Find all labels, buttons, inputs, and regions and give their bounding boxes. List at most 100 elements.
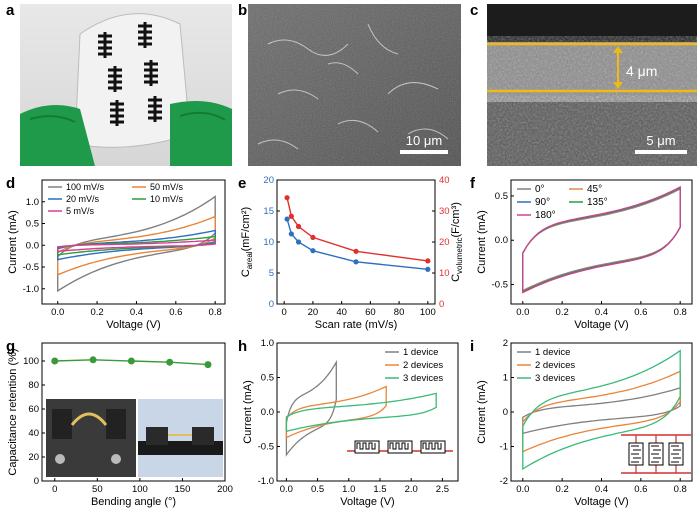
bending-setup-photos (46, 399, 223, 477)
retention-point (204, 361, 212, 369)
x-axis-label: Scan rate (mV/s) (315, 319, 398, 331)
x-tick-label: 0 (52, 484, 57, 495)
legend-label: 180° (535, 210, 556, 221)
y-tick-label: 0.0 (261, 407, 274, 418)
x-axis-label: Voltage (V) (574, 319, 628, 331)
photo-flexible-device (20, 4, 232, 166)
x-tick-label: 0.8 (674, 307, 687, 318)
y-tick-label: 2 (503, 338, 508, 349)
panel-label-d: d (6, 175, 16, 192)
plot-frame (41, 179, 226, 305)
electrode-pattern (356, 442, 376, 450)
bent-device (70, 412, 108, 426)
knob (55, 454, 65, 464)
legend-label: 3 devices (535, 373, 575, 384)
retention-point (127, 357, 135, 365)
parallel-circuit-schematic (621, 434, 691, 474)
x-tick-label: 50 (92, 484, 103, 495)
x-tick-label: 0.2 (556, 307, 569, 318)
data-point-C_volumetric (284, 195, 290, 201)
electrode-pattern (651, 445, 661, 463)
panel-label-f: f (470, 175, 475, 192)
legend-label: 45° (587, 184, 602, 195)
data-point-C_volumetric (353, 248, 359, 254)
y-tick-label: -0.5 (492, 280, 508, 291)
cv-curve-2-devices (522, 370, 681, 453)
panel-label-e: e (238, 175, 247, 192)
x-tick-label: 0.4 (595, 307, 608, 318)
y-axis-label: Capacitance retention (%) (7, 348, 19, 475)
legend-label: 5 mV/s (66, 206, 95, 216)
x-tick-label: 1.0 (342, 484, 355, 495)
data-point-C_areal (425, 266, 431, 272)
legend-label: 0° (535, 184, 545, 195)
plot-frame (41, 342, 226, 482)
y-tick-label: 0.5 (26, 219, 39, 230)
electrode-pattern (422, 442, 442, 450)
y-tick-label: -1.0 (23, 284, 39, 295)
y-axis-label-volumetric: Cvolumetric(F/cm³) (450, 202, 464, 282)
x-tick-label: 60 (365, 307, 376, 318)
x-tick-label: 0.0 (516, 484, 529, 495)
cv-curve-3-devices (522, 349, 681, 471)
scale-bar-c: 5 μm (646, 133, 675, 148)
y-tick-label: 1 (503, 373, 508, 384)
x-axis-label: Bending angle (°) (91, 496, 176, 508)
chart-i-cv-parallel-devices: 0.0 0.2 0.4 0.6 0.8 -2 -1 0 1 2 Voltage (V) Current… (476, 338, 693, 508)
y-tick-label: 15 (263, 206, 274, 217)
chart-f-cv-bending-angles: 0.0 0.2 0.4 0.6 0.8 -0.5 0.0 0.5 Voltage (V) Curr… (476, 179, 693, 331)
y-axis-label-areal: Careal(mF/cm²) (240, 207, 254, 277)
x-tick-label: 0.0 (51, 307, 64, 318)
data-point-C_volumetric (295, 223, 302, 230)
y-tick-label: -0.5 (258, 442, 274, 453)
y-right-tick-label: 0 (439, 299, 444, 310)
scale-bar-b: 10 μm (406, 133, 442, 148)
x-tick-label: 0.6 (634, 484, 647, 495)
chart-d-cv-scan-rates: 0.0 0.2 0.4 0.6 0.8 -1.0 -0.5 0.0 0.5 1.0 Voltage … (7, 179, 226, 331)
y-tick-label: 40 (28, 428, 39, 439)
cv-curve-1-device (285, 359, 337, 457)
y-right-tick-label: 10 (439, 268, 450, 279)
panel-label-b: b (238, 2, 248, 19)
y-tick-label: 80 (28, 380, 39, 391)
panel-label-i: i (470, 338, 475, 355)
legend-label: 1 device (403, 347, 438, 358)
device-block (420, 440, 446, 454)
y-tick-label: 0 (269, 299, 274, 310)
data-point-C_volumetric (425, 258, 431, 264)
x-tick-label: 0.2 (556, 484, 569, 495)
y-tick-label: 0 (34, 476, 39, 487)
x-tick-label: 0.6 (634, 307, 647, 318)
x-tick-label: 40 (336, 307, 347, 318)
x-tick-label: 0.8 (209, 307, 222, 318)
retention-point (89, 356, 97, 364)
y-tick-label: 10 (263, 237, 274, 248)
y-tick-label: 20 (28, 452, 39, 463)
knob (111, 454, 121, 464)
chart-h-cv-series-devices: 0.0 0.5 1.0 1.5 2.0 2.5-1.0-0.50.00.51.0Volta… (242, 338, 459, 508)
clamp-right-flat (192, 427, 214, 445)
retention-point (166, 358, 174, 366)
x-tick-label: 0 (282, 307, 287, 318)
legend-label: 3 devices (403, 373, 443, 384)
y-right-tick-label: 30 (439, 206, 450, 217)
x-tick-label: 2.5 (436, 484, 449, 495)
electrode-pattern (389, 442, 409, 450)
y-tick-label: 1.0 (26, 197, 39, 208)
data-point-C_areal (284, 216, 290, 222)
legend-label: 135° (587, 197, 608, 208)
panel-label-c: c (470, 2, 479, 19)
y-tick-label: 0.0 (495, 235, 508, 246)
x-tick-label: 0.2 (90, 307, 103, 318)
y-tick-label: 0.5 (261, 373, 274, 384)
y-tick-label: -1 (500, 442, 508, 453)
data-point-C_volumetric (288, 213, 294, 219)
y-tick-label: 0.0 (26, 240, 39, 251)
legend-label: 100 mV/s (66, 182, 105, 192)
series-line-C_volumetric (286, 197, 428, 262)
x-tick-label: 0.0 (280, 484, 293, 495)
y-tick-label: 0 (503, 407, 508, 418)
y-tick-label: -2 (500, 476, 508, 487)
y-axis-label: Current (mA) (7, 210, 19, 274)
